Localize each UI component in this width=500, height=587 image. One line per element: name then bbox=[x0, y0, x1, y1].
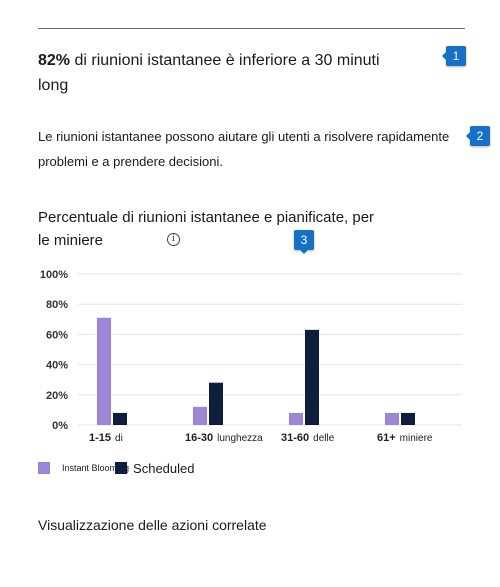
related-actions-link[interactable]: Visualizzazione delle azioni correlate bbox=[38, 517, 267, 533]
bar-scheduled[interactable] bbox=[209, 382, 223, 425]
y-tick-label: 0% bbox=[52, 420, 68, 432]
bars bbox=[97, 317, 415, 425]
gridlines bbox=[78, 273, 462, 426]
description: Le riunioni istantanee possono aiutare g… bbox=[38, 129, 450, 169]
y-axis-ticks: 0% 20% 40% 60% 80% 100% bbox=[40, 269, 68, 432]
bar-instant[interactable] bbox=[97, 317, 111, 425]
callout-marker-2[interactable]: 2 bbox=[466, 126, 490, 146]
headline: 82% di riunioni istantanee è inferiore a… bbox=[38, 48, 398, 98]
y-tick-label: 60% bbox=[46, 329, 68, 341]
y-tick-label: 80% bbox=[46, 299, 68, 311]
legend-label-scheduled: Scheduled bbox=[133, 460, 195, 476]
legend-label-instant: Instant Blooming bbox=[62, 463, 130, 473]
x-tick-label: 61+ miniere bbox=[377, 432, 433, 444]
x-axis-labels: 1-15 di 16-30 lunghezza 31-60 delle 61+ miniere bbox=[89, 432, 433, 444]
headline-percent: 82% bbox=[38, 52, 71, 69]
bar-scheduled[interactable] bbox=[113, 412, 127, 425]
legend-swatch-instant bbox=[38, 462, 50, 474]
callout-marker-3[interactable]: 3 bbox=[294, 230, 314, 254]
bar-chart: 0% 20% 40% 60% 80% 100% 1-15 di 16-30 lunghezza 3… bbox=[40, 269, 462, 444]
y-tick-label: 100% bbox=[40, 269, 68, 281]
legend: Instant Blooming Scheduled bbox=[38, 458, 195, 478]
y-tick-label: 40% bbox=[46, 360, 68, 372]
bar-instant[interactable] bbox=[385, 412, 399, 425]
legend-swatch-scheduled bbox=[115, 462, 128, 474]
bar-instant[interactable] bbox=[289, 412, 303, 425]
headline-text: di riunioni istantanee è inferiore a 30 … bbox=[38, 52, 380, 94]
x-tick-label: 16-30 lunghezza bbox=[185, 432, 263, 444]
bar-scheduled[interactable] bbox=[401, 412, 415, 425]
callout-marker-1[interactable]: 1 bbox=[442, 46, 466, 66]
top-divider bbox=[38, 28, 465, 29]
x-tick-label: 1-15 di bbox=[89, 432, 123, 444]
info-icon[interactable]: i bbox=[167, 233, 180, 246]
bar-instant[interactable] bbox=[193, 406, 207, 425]
bar-scheduled[interactable] bbox=[305, 329, 319, 425]
y-tick-label: 20% bbox=[46, 390, 68, 402]
chart-title: Percentuale di riunioni istantanee e pia… bbox=[38, 209, 375, 249]
x-tick-label: 31-60 delle bbox=[281, 432, 335, 444]
